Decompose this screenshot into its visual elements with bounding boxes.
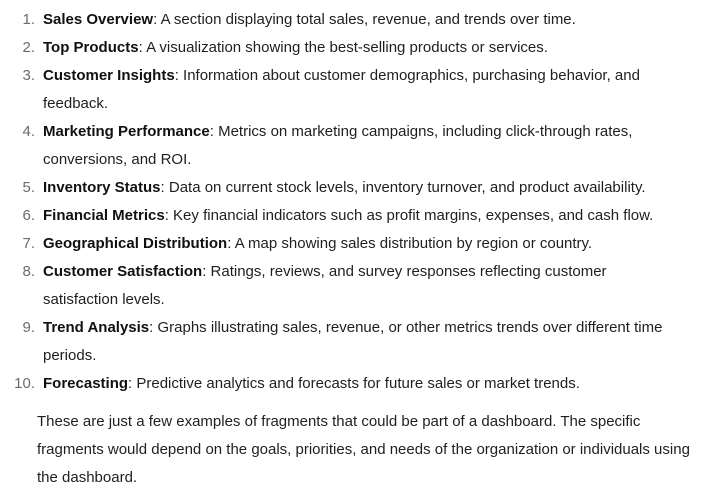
list-item-description: : Information about customer demographic… (43, 67, 640, 112)
list-item: 5. Inventory Status: Data on current stoc… (0, 174, 709, 202)
list-item-title: Inventory Status (43, 179, 161, 196)
list-item-description: : Predictive analytics and forecasts for… (128, 375, 580, 392)
list-item: 10. Forecasting: Predictive analytics and… (0, 370, 709, 398)
list-item-title: Geographical Distribution (43, 235, 228, 252)
list-item: 2. Top Products: A visualization showing … (0, 34, 709, 62)
list-item-number: 2. (22, 39, 35, 56)
list-item: 3. Customer Insights: Information about c… (0, 62, 683, 118)
list-item-title: Customer Satisfaction (43, 263, 203, 280)
list-item-description: : Graphs illustrating sales, revenue, or… (43, 319, 663, 364)
list-item-title: Financial Metrics (43, 207, 165, 224)
list-item-number: 3. (22, 67, 35, 84)
list-item-number: 5. (22, 179, 35, 196)
list-item-description: : Key financial indicators such as profi… (164, 207, 654, 224)
list-item-title: Top Products (43, 39, 139, 56)
list-item-number: 10. (14, 375, 35, 392)
list-item: 4. Marketing Performance: Metrics on mark… (0, 118, 683, 174)
list-item-description: : Ratings, reviews, and survey responses… (43, 263, 607, 308)
list-item-description: : Data on current stock levels, inventor… (160, 179, 646, 196)
list-item-description: : A section displaying total sales, reve… (153, 11, 576, 28)
list-item-description: : A visualization showing the best-selli… (138, 39, 548, 56)
list-item-number: 9. (22, 319, 35, 336)
list-item-title: Sales Overview (43, 11, 154, 28)
list-item-number: 6. (22, 207, 35, 224)
message-content: 1. Sales Overview: A section displaying t… (0, 6, 709, 492)
list-item-title: Marketing Performance (43, 123, 210, 140)
list-item-number: 7. (22, 235, 35, 252)
list-item: 9. Trend Analysis: Graphs illustrating sa… (0, 314, 683, 370)
list-item-number: 1. (22, 11, 35, 28)
list-item: 8. Customer Satisfaction: Ratings, review… (0, 258, 683, 314)
fragment-list: 1. Sales Overview: A section displaying t… (0, 6, 709, 398)
list-item-number: 8. (22, 263, 35, 280)
list-item-title: Trend Analysis (43, 319, 150, 336)
list-item: 1. Sales Overview: A section displaying t… (0, 6, 709, 34)
list-item: 7. Geographical Distribution: A map showi… (0, 230, 709, 258)
list-item-title: Forecasting (43, 375, 129, 392)
list-item-title: Customer Insights (43, 67, 175, 84)
summary-paragraph: These are just a few examples of fragmen… (37, 413, 690, 486)
list-item: 6. Financial Metrics: Key financial indic… (0, 202, 709, 230)
list-item-number: 4. (22, 123, 35, 140)
list-item-description: : A map showing sales distribution by re… (227, 235, 593, 252)
list-item-description: : Metrics on marketing campaigns, includ… (43, 123, 633, 168)
